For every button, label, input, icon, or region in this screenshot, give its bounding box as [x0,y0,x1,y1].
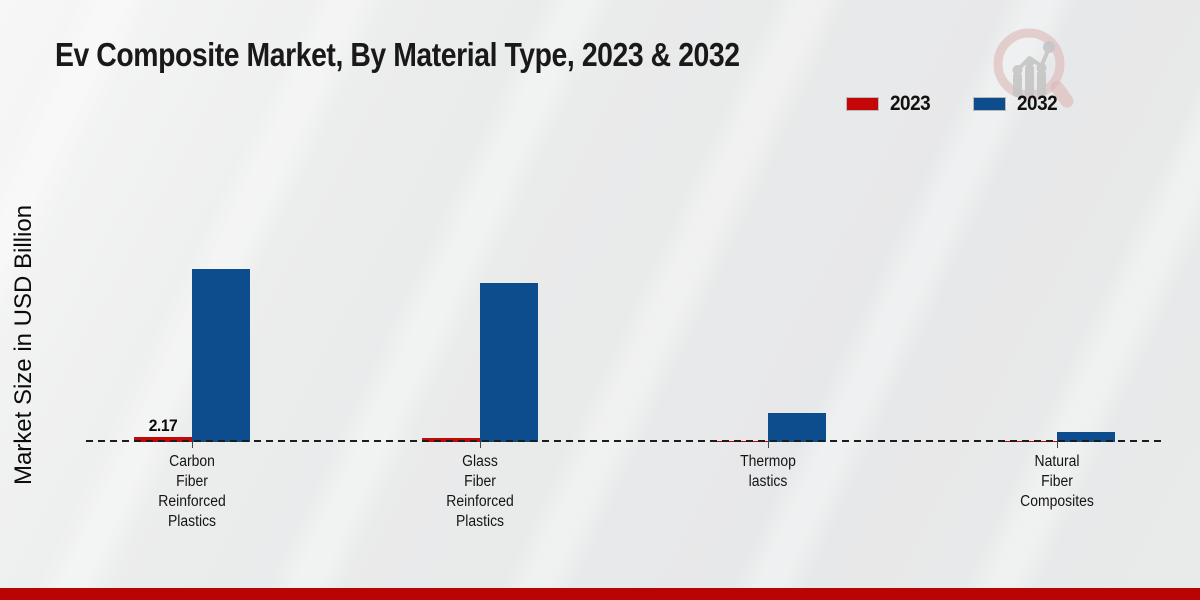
legend-label-2023: 2023 [890,92,931,115]
legend-swatch-2023 [846,97,879,111]
bar-2032 [192,269,250,442]
bar-2032 [768,413,826,442]
bar-2032 [1057,432,1115,442]
bar-2023 [134,437,192,442]
legend-label-2032: 2032 [1016,92,1058,115]
category-label: Thermop lastics [740,453,796,490]
magnifier-bar-chart-icon [993,28,1074,108]
axis-tick [768,442,769,448]
legend: 2023 2032 [846,92,1061,116]
bar-2032 [480,283,538,442]
legend-item-2023: 2023 [846,92,935,116]
category-label: Natural Fiber Composites [1020,453,1094,510]
baseline-dashed-line [86,440,1164,442]
chart-title: Ev Composite Market, By Material Type, 2… [55,36,740,73]
legend-item-2032: 2032 [972,92,1062,116]
footer-red-band [0,588,1200,600]
legend-swatch-2032 [972,97,1006,111]
axis-tick [192,442,193,448]
category-label: Glass Fiber Reinforced Plastics [446,453,514,530]
axis-tick [480,442,481,448]
data-label: 2.17 [148,416,178,435]
category-label: Carbon Fiber Reinforced Plastics [158,453,226,530]
axis-tick [1057,442,1058,448]
